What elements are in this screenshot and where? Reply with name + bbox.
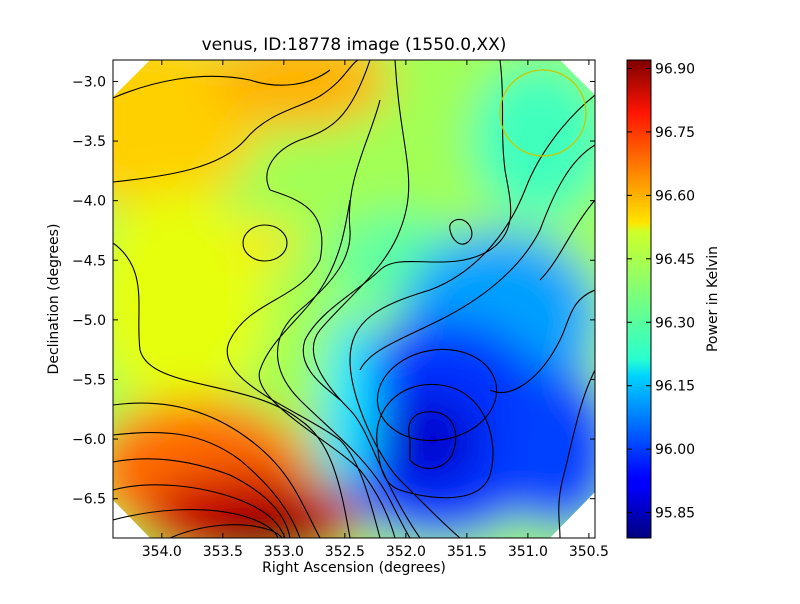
- contour-line: [277, 99, 411, 538]
- contour-line: [376, 383, 494, 499]
- x-axis-label: Right Ascension (degrees): [262, 560, 446, 576]
- contour-line: [169, 524, 283, 538]
- x-tick-label: 351.0: [508, 544, 548, 560]
- x-tick-label: 353.5: [203, 544, 243, 560]
- contour-line: [113, 69, 331, 99]
- contour-line: [113, 402, 321, 538]
- y-tick-label: −3.5: [72, 134, 106, 150]
- heatmap-field: [113, 60, 595, 538]
- colorbar-tick-label: 96.75: [655, 125, 695, 141]
- x-tick-label: 351.5: [447, 544, 487, 560]
- x-axis-ticks: 354.0 353.5 353.0 352.5 352.0 351.5 351.0 350.5: [142, 60, 609, 560]
- heatmap-blobs: [113, 60, 595, 538]
- contour-line: [376, 348, 498, 442]
- contour-line: [113, 60, 359, 183]
- colorbar-tick-label: 95.85: [655, 506, 695, 522]
- contour-line: [489, 289, 595, 394]
- colorbar-tick-label: 96.90: [655, 61, 695, 77]
- contour-line: [242, 224, 288, 262]
- contour-line: [113, 432, 301, 538]
- contour-line: [226, 189, 381, 538]
- colorbar: [626, 59, 652, 539]
- chart-title: venus, ID:18778 image (1550.0,XX): [201, 35, 507, 55]
- y-tick-label: −5.0: [72, 313, 106, 329]
- colorbar-tick-label: 96.30: [655, 315, 695, 331]
- contour-line: [449, 218, 473, 245]
- x-tick-label: 352.5: [325, 544, 365, 560]
- x-tick-label: 354.0: [142, 544, 182, 560]
- y-tick-label: −4.0: [72, 194, 106, 210]
- contour-line: [266, 60, 371, 191]
- contour-line: [113, 458, 291, 538]
- axes-frame: [112, 59, 596, 539]
- contour-lines: [113, 60, 595, 538]
- y-tick-label: −3.0: [72, 74, 106, 90]
- colorbar-tick-label: 96.45: [655, 252, 695, 268]
- contour-line: [113, 484, 286, 538]
- x-tick-label: 353.0: [264, 544, 304, 560]
- contour-line: [408, 411, 457, 469]
- colorbar-label: Power in Kelvin: [705, 245, 721, 353]
- contour-line: [558, 369, 595, 538]
- colorbar-tick-label: 96.00: [655, 442, 695, 458]
- y-tick-label: −4.5: [72, 253, 106, 269]
- y-tick-label: −5.5: [72, 372, 106, 388]
- y-axis-label: Declination (degrees): [46, 223, 62, 375]
- contour-line: [313, 60, 421, 538]
- beam-marker-circle: [499, 69, 587, 157]
- colorbar-tick-label: 96.15: [655, 379, 695, 395]
- x-tick-label: 350.5: [569, 544, 609, 560]
- contour-line: [539, 199, 595, 281]
- contour-line: [349, 94, 595, 538]
- y-tick-label: −6.0: [72, 432, 106, 448]
- contour-line: [113, 242, 351, 538]
- y-axis-ticks: −3.0 −3.5 −4.0 −4.5 −5.0 −5.5 −6.0 −6.5: [72, 74, 595, 508]
- contour-line: [359, 144, 595, 371]
- colorbar-tick-label: 96.60: [655, 188, 695, 204]
- contour-line: [258, 199, 396, 538]
- x-tick-label: 352.0: [386, 544, 426, 560]
- colorbar-ticks: 96.90 96.75 96.60 96.45 96.30 96.15 96.00 95.85: [627, 61, 695, 522]
- contour-line: [302, 60, 512, 401]
- y-tick-label: −6.5: [72, 492, 106, 508]
- contour-line: [113, 509, 279, 538]
